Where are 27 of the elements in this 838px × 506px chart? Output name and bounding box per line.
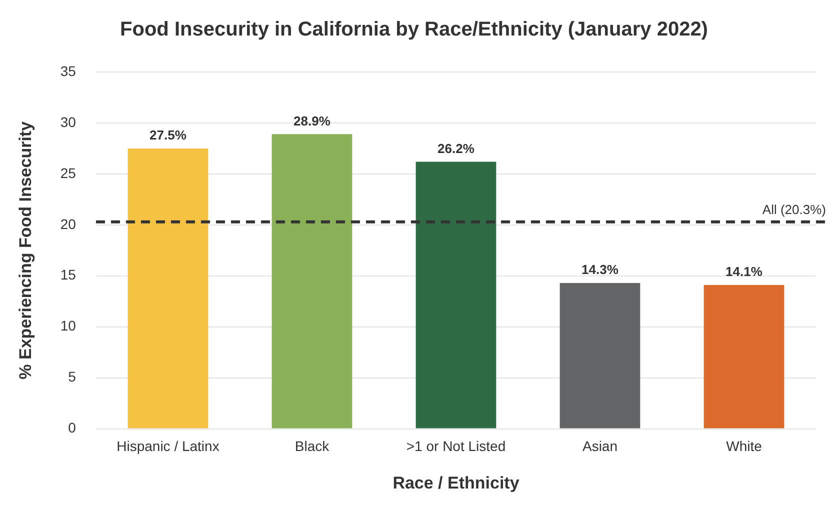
data-label: 14.1% — [726, 264, 763, 280]
bar — [704, 285, 784, 428]
ref-line-label: All (20.3%) — [762, 202, 826, 217]
y-tick-label: 10 — [60, 318, 76, 334]
bar — [560, 283, 640, 428]
y-tick-label: 25 — [60, 164, 76, 181]
data-label: 26.2% — [438, 140, 475, 156]
x-tick-label: White — [726, 438, 762, 454]
chart-title: Food Insecurity in California by Race/Ethnicity (January 2022) — [120, 18, 708, 41]
y-tick-label: 5 — [68, 368, 76, 385]
data-label: 28.9% — [294, 113, 331, 128]
y-axis-title: % Experiencing Food Insecurity — [16, 120, 35, 380]
bar — [416, 162, 496, 428]
bar — [272, 134, 352, 428]
y-tick-label: 35 — [60, 62, 76, 79]
x-axis-title: Race / Ethnicity — [392, 473, 520, 492]
data-label: 14.3% — [582, 262, 619, 278]
x-tick-label: Black — [294, 438, 330, 454]
x-tick-label: Hispanic / Latinx — [116, 438, 220, 454]
y-tick-label: 20 — [60, 216, 76, 232]
y-tick-label: 30 — [60, 114, 76, 130]
y-tick-label: 0 — [68, 420, 76, 436]
y-tick-label: 15 — [60, 266, 76, 283]
x-tick-label: >1 or Not Listed — [406, 438, 506, 454]
x-tick-label: Asian — [582, 438, 618, 454]
bar — [128, 148, 208, 428]
data-label: 27.5% — [150, 128, 187, 143]
